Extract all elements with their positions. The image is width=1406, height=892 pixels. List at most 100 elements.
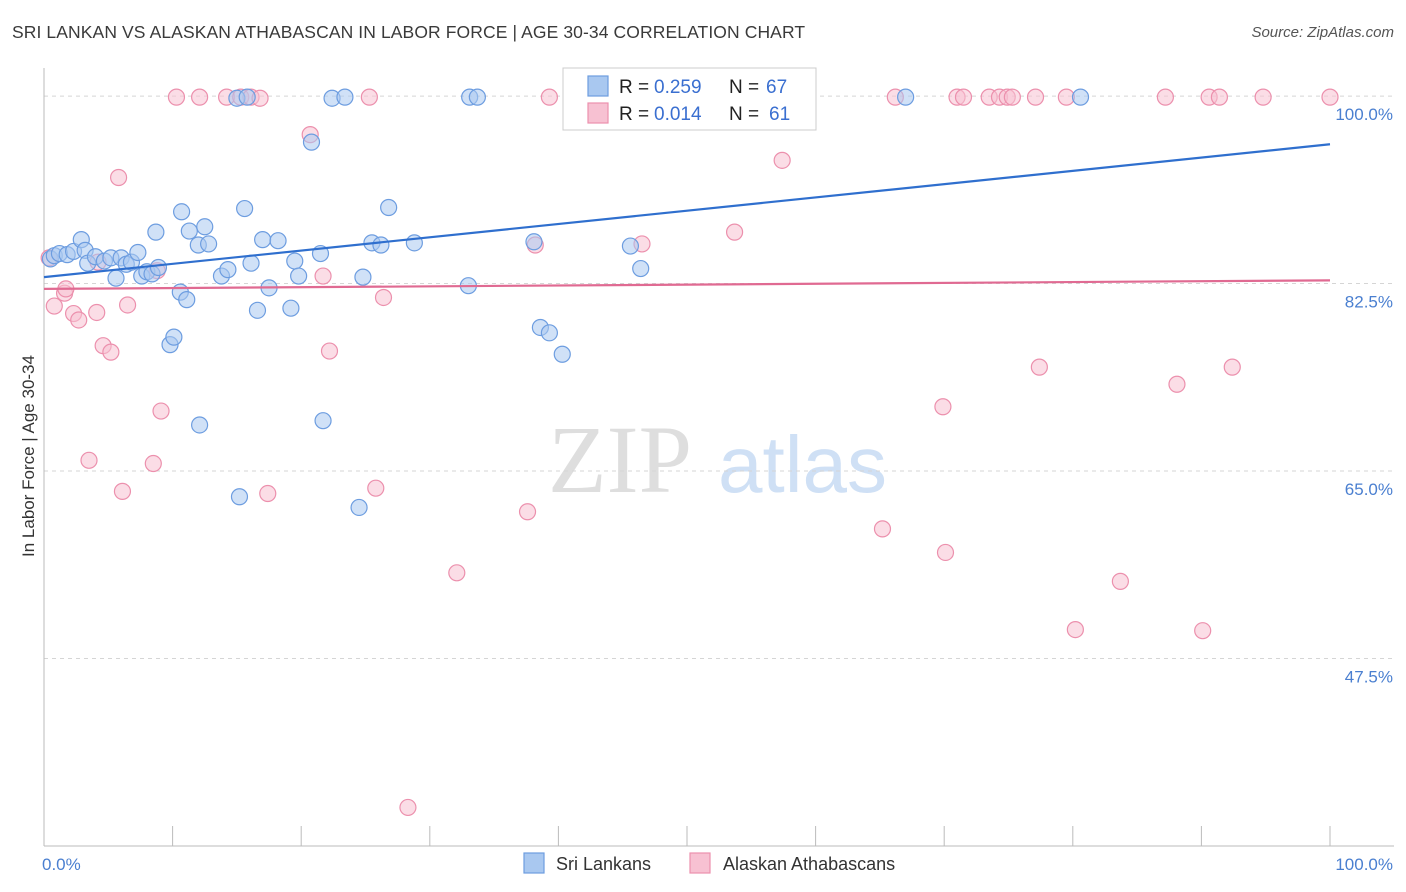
- data-point: [314, 267, 332, 285]
- y-tick-label: 47.5%: [1345, 668, 1393, 687]
- x-tick-label: 0.0%: [42, 855, 81, 874]
- data-point: [1321, 88, 1339, 106]
- data-point: [360, 88, 378, 106]
- data-point: [374, 288, 393, 307]
- data-point: [399, 798, 417, 817]
- series-legend: Sri Lankans Alaskan Athabascans: [523, 852, 895, 874]
- bottom-legend-swatch-pink: [689, 852, 711, 874]
- x-ticks: [172, 826, 1331, 846]
- data-point: [45, 297, 63, 315]
- data-point: [80, 451, 98, 469]
- data-point: [725, 223, 744, 241]
- data-point: [1210, 88, 1229, 106]
- data-point: [70, 311, 88, 329]
- y-tick-label: 82.5%: [1345, 293, 1393, 312]
- data-point: [102, 343, 120, 361]
- data-point: [286, 252, 304, 270]
- data-point: [621, 237, 640, 255]
- data-point: [540, 324, 558, 342]
- correlation-legend: R = 0.259 N = 67 R = 0.014 N = 61: [562, 67, 817, 131]
- data-point: [242, 254, 260, 272]
- data-point: [129, 243, 147, 262]
- legend-n-value-blue: 67: [766, 77, 787, 98]
- legend-swatch-pink: [587, 102, 609, 124]
- bottom-legend-label-blue: Sri Lankans: [556, 854, 651, 874]
- data-point: [367, 479, 385, 497]
- data-point: [934, 398, 952, 416]
- data-point: [149, 258, 168, 277]
- data-point: [954, 88, 973, 106]
- data-point: [372, 236, 390, 254]
- data-point: [88, 303, 106, 322]
- data-point: [525, 233, 543, 251]
- data-point: [147, 223, 165, 241]
- data-point: [196, 218, 214, 236]
- data-point: [282, 299, 300, 317]
- data-point: [107, 269, 125, 287]
- data-point: [113, 482, 132, 500]
- data-point: [200, 235, 218, 253]
- data-point: [144, 454, 162, 473]
- data-point: [1223, 358, 1241, 376]
- data-point: [178, 291, 196, 309]
- data-point: [553, 345, 571, 363]
- data-point: [354, 268, 372, 286]
- data-point: [1030, 358, 1048, 376]
- series-alaskan-athabascans: [40, 88, 1339, 817]
- legend-n-label: N =: [729, 104, 759, 125]
- data-point: [1026, 88, 1045, 106]
- data-point: [873, 520, 892, 538]
- data-point: [254, 231, 272, 249]
- legend-n-label: N =: [729, 77, 759, 98]
- y-tick-labels: 100.0% 82.5% 65.0% 47.5%: [1335, 105, 1393, 686]
- data-point: [302, 133, 321, 151]
- data-point: [1168, 375, 1186, 393]
- data-point: [448, 564, 466, 582]
- data-point: [259, 484, 277, 503]
- data-point: [191, 88, 209, 106]
- source-label: Source: ZipAtlas.com: [1251, 24, 1394, 41]
- data-point: [152, 402, 170, 420]
- data-point: [897, 88, 915, 106]
- series-sri-lankans: [41, 88, 1090, 517]
- gridlines: [44, 95, 1394, 660]
- data-point: [540, 88, 558, 106]
- legend-r-label: R =: [619, 104, 649, 125]
- axes: [43, 68, 1394, 847]
- data-point: [109, 168, 128, 187]
- watermark-zip: ZIP: [548, 406, 692, 513]
- data-point: [238, 88, 256, 106]
- data-point: [632, 259, 650, 278]
- x-tick-labels: 0.0% 100.0%: [42, 855, 1393, 874]
- data-point: [1003, 88, 1021, 106]
- data-point: [191, 416, 209, 434]
- data-point: [336, 88, 354, 106]
- data-point: [118, 296, 137, 314]
- data-point: [350, 498, 368, 517]
- legend-r-label: R =: [619, 77, 649, 98]
- data-point: [290, 267, 308, 285]
- data-point: [167, 88, 186, 106]
- data-point: [248, 301, 267, 319]
- bottom-legend-label-pink: Alaskan Athabascans: [723, 854, 895, 874]
- legend-swatch-blue: [587, 75, 609, 97]
- trend-line: [43, 143, 1331, 279]
- data-point: [380, 198, 398, 217]
- legend-r-value-blue: 0.259: [654, 77, 702, 98]
- y-tick-label: 65.0%: [1345, 480, 1393, 499]
- data-point: [1066, 620, 1084, 639]
- watermark-atlas: atlas: [718, 420, 887, 509]
- data-point: [1254, 88, 1272, 106]
- bottom-legend-swatch-blue: [523, 852, 545, 874]
- data-point: [936, 543, 955, 562]
- trend-lines: [43, 143, 1331, 291]
- data-point: [468, 88, 486, 106]
- data-point: [180, 222, 198, 240]
- data-point: [219, 261, 237, 279]
- data-point: [1111, 572, 1129, 590]
- y-axis-label: In Labor Force | Age 30-34: [19, 355, 38, 557]
- data-point: [165, 328, 183, 346]
- data-point: [173, 203, 191, 221]
- data-point: [230, 488, 249, 506]
